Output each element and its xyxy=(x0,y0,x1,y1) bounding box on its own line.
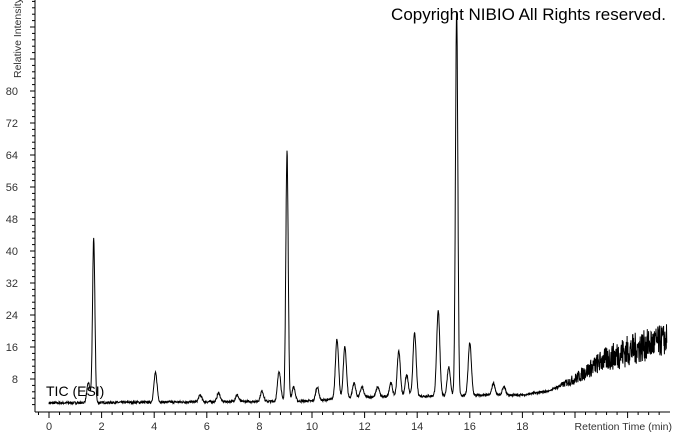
x-tick-label: 18 xyxy=(516,421,528,433)
y-tick-label: 72 xyxy=(6,118,18,130)
copyright-watermark: Copyright NIBIO All Rights reserved. xyxy=(391,5,666,24)
x-axis-label: Retention Time (min) xyxy=(575,421,672,433)
y-tick-label: 80 xyxy=(6,86,18,98)
y-tick-label: 24 xyxy=(6,310,18,322)
x-tick-label: 12 xyxy=(358,421,370,433)
y-tick-label: 16 xyxy=(6,342,18,354)
y-axis-label: Relative Intensity xyxy=(12,0,24,78)
x-tick-label: 2 xyxy=(99,421,105,433)
y-tick-label: 56 xyxy=(6,182,18,194)
x-tick-label: 14 xyxy=(411,421,423,433)
y-tick-label: 48 xyxy=(6,214,18,226)
y-tick-label: 8 xyxy=(12,374,18,386)
x-tick-label: 8 xyxy=(256,421,262,433)
y-tick-label: 32 xyxy=(6,278,18,290)
x-tick-label: 0 xyxy=(46,421,52,433)
trace-label: TIC (ESI) xyxy=(46,383,104,399)
x-tick-label: 10 xyxy=(306,421,318,433)
x-tick-label: 16 xyxy=(464,421,476,433)
tic-trace xyxy=(48,11,668,406)
axes xyxy=(30,0,670,418)
x-tick-label: 6 xyxy=(204,421,210,433)
y-tick-label: 40 xyxy=(6,246,18,258)
y-tick-label: 64 xyxy=(6,150,18,162)
x-tick-label: 4 xyxy=(151,421,157,433)
